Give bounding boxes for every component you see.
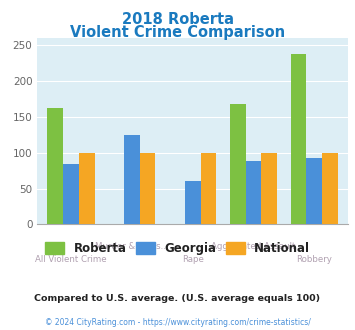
Text: Robbery: Robbery	[296, 255, 332, 264]
Bar	[140, 153, 155, 224]
Bar	[306, 158, 322, 224]
Text: © 2024 CityRating.com - https://www.cityrating.com/crime-statistics/: © 2024 CityRating.com - https://www.city…	[45, 318, 310, 327]
Bar	[201, 153, 216, 224]
Bar	[261, 153, 277, 224]
Bar	[246, 161, 261, 224]
Text: Violent Crime Comparison: Violent Crime Comparison	[70, 25, 285, 40]
Bar	[63, 164, 79, 224]
Bar	[79, 153, 94, 224]
Text: Murder & Mans...: Murder & Mans...	[95, 243, 168, 251]
Bar	[230, 104, 246, 224]
Bar	[322, 153, 338, 224]
Text: All Violent Crime: All Violent Crime	[35, 255, 106, 264]
Bar	[291, 54, 306, 224]
Bar	[47, 108, 63, 224]
Text: Compared to U.S. average. (U.S. average equals 100): Compared to U.S. average. (U.S. average …	[34, 294, 321, 303]
Bar	[185, 182, 201, 224]
Text: Rape: Rape	[182, 255, 203, 264]
Bar	[124, 135, 140, 224]
Text: Aggravated Assault: Aggravated Assault	[211, 243, 296, 251]
Text: 2018 Roberta: 2018 Roberta	[121, 12, 234, 26]
Legend: Roberta, Georgia, National: Roberta, Georgia, National	[40, 237, 315, 260]
